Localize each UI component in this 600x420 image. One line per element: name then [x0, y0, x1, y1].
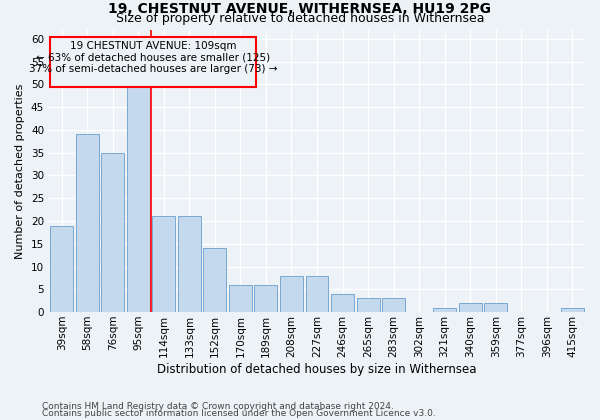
Bar [331, 294, 354, 312]
FancyBboxPatch shape [50, 37, 256, 87]
Text: 19, CHESTNUT AVENUE, WITHERNSEA, HU19 2PG: 19, CHESTNUT AVENUE, WITHERNSEA, HU19 2P… [109, 2, 491, 16]
Bar [127, 84, 150, 312]
Bar [229, 285, 252, 312]
Y-axis label: Number of detached properties: Number of detached properties [16, 83, 25, 259]
Text: Contains public sector information licensed under the Open Government Licence v3: Contains public sector information licen… [42, 410, 436, 418]
Bar [280, 276, 303, 312]
Text: Contains HM Land Registry data © Crown copyright and database right 2024.: Contains HM Land Registry data © Crown c… [42, 402, 394, 411]
Bar [203, 248, 226, 312]
Bar [152, 216, 175, 312]
Bar [484, 303, 507, 312]
Bar [433, 307, 456, 312]
Text: Size of property relative to detached houses in Withernsea: Size of property relative to detached ho… [116, 12, 484, 25]
Bar [178, 216, 201, 312]
Bar [458, 303, 482, 312]
Bar [50, 226, 73, 312]
Bar [305, 276, 328, 312]
Text: ← 63% of detached houses are smaller (125): ← 63% of detached houses are smaller (12… [36, 52, 270, 63]
Text: 37% of semi-detached houses are larger (73) →: 37% of semi-detached houses are larger (… [29, 64, 277, 74]
Bar [382, 299, 405, 312]
Text: 19 CHESTNUT AVENUE: 109sqm: 19 CHESTNUT AVENUE: 109sqm [70, 41, 236, 51]
Bar [561, 307, 584, 312]
X-axis label: Distribution of detached houses by size in Withernsea: Distribution of detached houses by size … [157, 362, 477, 375]
Bar [101, 153, 124, 312]
Bar [76, 134, 99, 312]
Bar [356, 299, 380, 312]
Bar [254, 285, 277, 312]
